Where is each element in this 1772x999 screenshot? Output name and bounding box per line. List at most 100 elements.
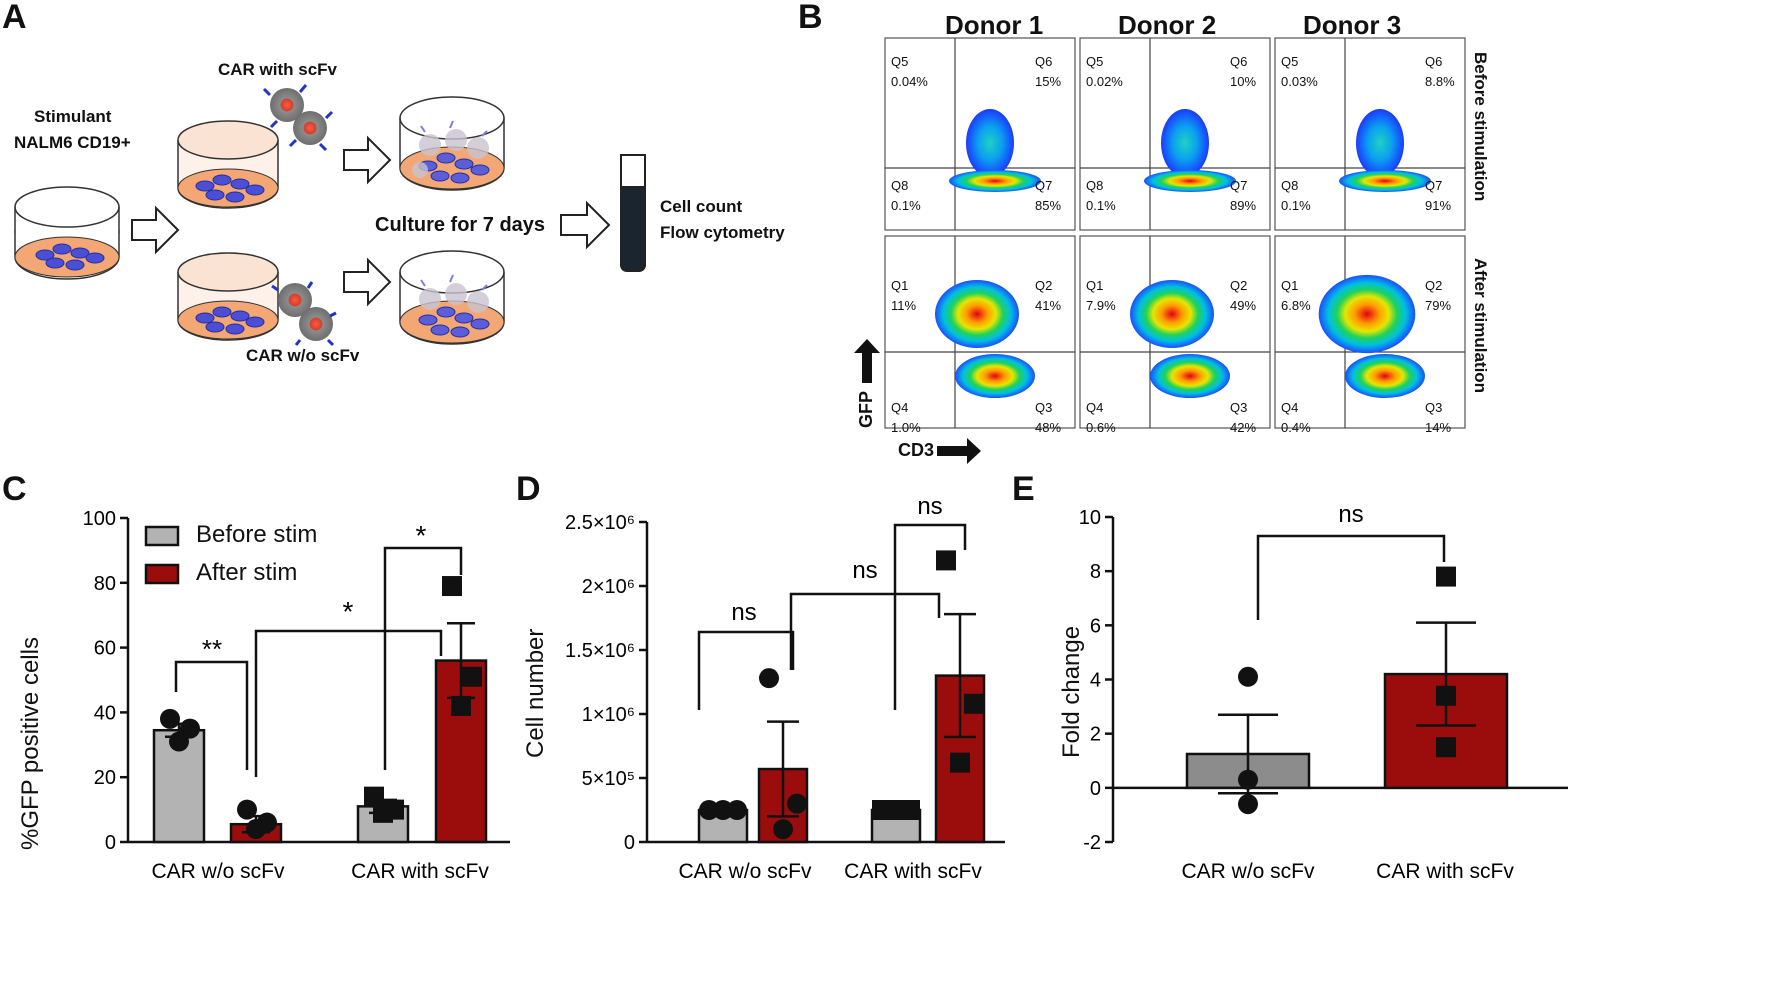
quadrant-percent: 42% <box>1230 420 1257 435</box>
quadrant-name: Q7 <box>1425 178 1443 193</box>
y-tick-label: 0 <box>624 832 635 854</box>
cell-population <box>1130 280 1214 348</box>
panel-letter-e: E <box>1012 470 1035 508</box>
quadrant-name: Q1 <box>891 278 909 293</box>
significance-bracket <box>383 546 463 770</box>
quadrant-percent: 79% <box>1425 298 1452 313</box>
donor-3-header: Donor 3 <box>1303 10 1402 40</box>
data-point <box>1436 685 1456 706</box>
y-tick-label: 100 <box>83 508 116 530</box>
y-tick-label: 2 <box>1090 724 1101 746</box>
cell-population <box>966 109 1014 177</box>
legend-swatch-after <box>144 563 180 585</box>
flow-arrows <box>131 135 611 307</box>
cell-population <box>1345 354 1425 398</box>
stimulant-label: Stimulant <box>34 107 112 126</box>
significance-bracket <box>174 660 249 770</box>
chart-d-ylabel: Cell number <box>522 628 549 758</box>
y-tick-label: 4 <box>1090 670 1101 692</box>
chart-c-legend-after: After stim <box>196 559 298 586</box>
y-tick-label: 20 <box>94 767 116 789</box>
quadrant-name: Q7 <box>1035 178 1053 193</box>
y-tick-label: 0 <box>105 832 116 854</box>
significance-label: ** <box>202 634 222 664</box>
y-tick-label: 40 <box>94 702 116 724</box>
y-tick-label: 1.5×10⁶ <box>565 640 635 662</box>
quadrant-percent: 14% <box>1425 420 1452 435</box>
quadrant-name: Q1 <box>1281 278 1299 293</box>
car-with-scfv-label: CAR with scFv <box>218 60 338 79</box>
cell-population <box>949 170 1041 192</box>
data-point <box>160 708 180 729</box>
quadrant-percent: 0.04% <box>891 74 928 89</box>
quadrant-percent: 0.6% <box>1086 420 1116 435</box>
cell-population <box>955 354 1035 398</box>
data-point <box>936 550 956 571</box>
sample-tube <box>620 154 646 272</box>
x-category-label: CAR w/o scFv <box>1181 860 1315 883</box>
significance-bracket <box>1256 534 1446 620</box>
quadrant-name: Q6 <box>1425 54 1443 69</box>
y-tick-label: 60 <box>94 638 116 660</box>
significance-label: ns <box>731 599 756 626</box>
quadrant-percent: 7.9% <box>1086 298 1116 313</box>
significance-label: ns <box>1338 501 1363 528</box>
quadrant-percent: 0.1% <box>1086 198 1116 213</box>
flow-cytometry-label: Flow cytometry <box>660 223 785 242</box>
quadrant-name: Q4 <box>891 400 909 415</box>
cell-population <box>1339 170 1431 192</box>
data-point <box>773 819 793 840</box>
significance-label: * <box>416 520 427 551</box>
cell-population <box>1144 170 1236 192</box>
data-point <box>787 793 807 814</box>
car-without-scfv-label: CAR w/o scFv <box>246 346 360 365</box>
data-point <box>1238 666 1258 687</box>
panel-letter-d: D <box>516 470 541 508</box>
quadrant-percent: 0.4% <box>1281 420 1311 435</box>
x-category-label: CAR with scFv <box>844 860 982 883</box>
quadrant-name: Q2 <box>1035 278 1053 293</box>
chart-d-cell-number: 0 5×10⁵ 1×10⁶ 1.5×10⁶ 2×10⁶ 2.5×10⁶ CAR w/o sc… <box>565 493 1005 883</box>
cell-population <box>1318 274 1416 354</box>
data-point <box>373 802 393 823</box>
cell-count-label: Cell count <box>660 197 743 216</box>
experiment-schematic <box>14 84 646 347</box>
chart-c-ylabel: %GFP positive cells <box>17 637 44 850</box>
data-point <box>169 731 189 752</box>
quadrant-name: Q8 <box>1281 178 1299 193</box>
gfp-arrow-icon <box>854 339 880 383</box>
quadrant-percent: 89% <box>1230 198 1257 213</box>
data-point <box>713 800 733 820</box>
quadrant-percent: 1.0% <box>891 420 921 435</box>
quadrant-name: Q8 <box>1086 178 1104 193</box>
data-point <box>246 819 266 840</box>
y-tick-label: 2.5×10⁶ <box>565 512 635 534</box>
quadrant-name: Q2 <box>1230 278 1248 293</box>
x-category-label: CAR with scFv <box>1376 860 1514 883</box>
panel-letter-b: B <box>798 0 823 36</box>
chart-c-legend-before: Before stim <box>196 521 318 548</box>
data-point <box>1238 769 1258 790</box>
quadrant-name: Q3 <box>1425 400 1443 415</box>
significance-label: ns <box>917 493 942 520</box>
quadrant-name: Q3 <box>1230 400 1248 415</box>
data-point <box>462 666 482 687</box>
data-point <box>451 695 471 716</box>
y-tick-label: 2×10⁶ <box>582 576 635 598</box>
data-point <box>886 800 906 820</box>
legend-swatch-before <box>144 525 180 547</box>
quadrant-percent: 6.8% <box>1281 298 1311 313</box>
cell-population <box>935 280 1019 348</box>
data-point <box>364 786 384 807</box>
y-tick-label: 5×10⁵ <box>582 768 635 790</box>
dish-car-without-scfv <box>177 252 279 341</box>
chart-e-fold-change: -2 0 2 4 6 8 10 CAR w/o scFv CAR with scFv ns <box>1079 501 1568 883</box>
quadrant-percent: 0.1% <box>1281 198 1311 213</box>
quadrant-percent: 48% <box>1035 420 1062 435</box>
quadrant-name: Q1 <box>1086 278 1104 293</box>
quadrant-name: Q5 <box>891 54 909 69</box>
significance-bracket <box>254 629 443 777</box>
after-stimulation-label: After stimulation <box>1471 258 1490 394</box>
significance-label: * <box>343 596 354 627</box>
